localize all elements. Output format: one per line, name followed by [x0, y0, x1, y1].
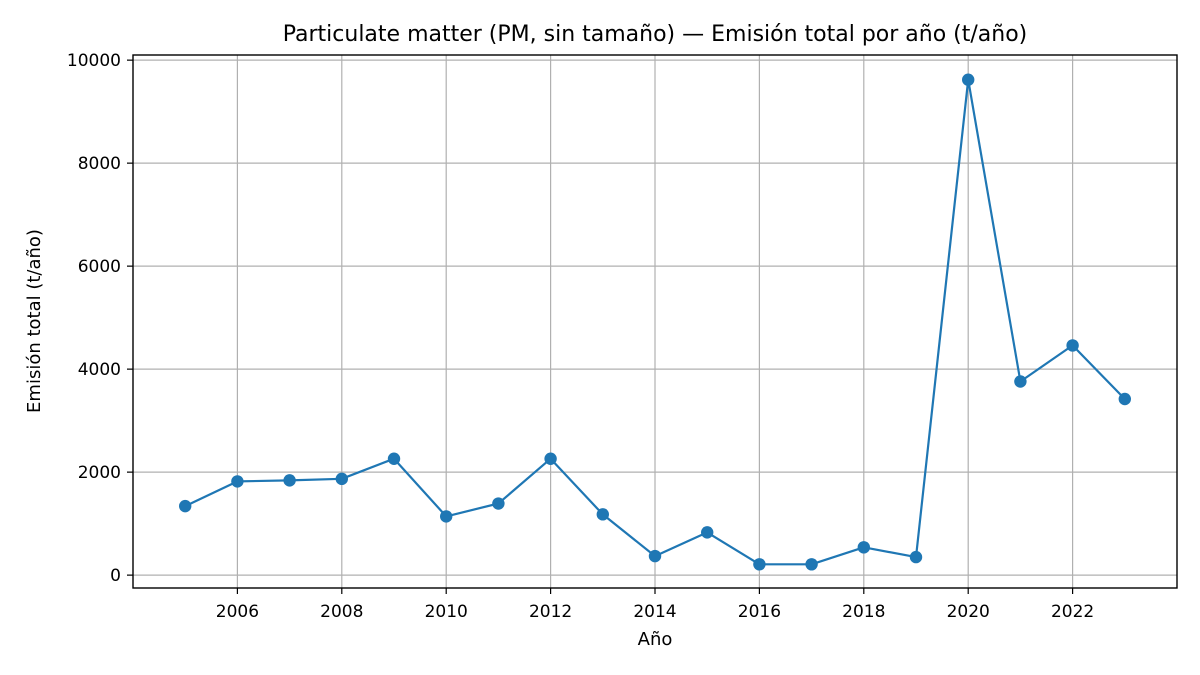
data-point: [596, 508, 609, 521]
x-tick-label: 2008: [320, 602, 363, 622]
data-point: [962, 73, 975, 86]
data-point: [1014, 375, 1027, 388]
y-axis-label: Emisión total (t/año): [24, 229, 45, 413]
data-point: [544, 452, 557, 465]
data-point: [335, 472, 348, 486]
y-tick-label: 6000: [78, 257, 121, 277]
grid-lines: [133, 55, 1177, 588]
y-tick-label: 2000: [78, 463, 121, 483]
x-tick-label: 2022: [1051, 602, 1094, 622]
axis-ticks: 2006 2008 2010 2012 2014 2016 2018 2020 2022 0 200…: [67, 51, 1094, 622]
data-point: [440, 510, 453, 523]
chart-title: Particulate matter (PM, sin tamaño) — Em…: [283, 22, 1028, 47]
x-tick-label: 2020: [947, 602, 990, 622]
data-point: [909, 550, 923, 564]
x-tick-label: 2006: [216, 602, 259, 622]
x-tick-label: 2018: [842, 602, 885, 622]
y-tick-label: 4000: [78, 360, 121, 380]
data-point: [753, 558, 766, 571]
x-tick-label: 2016: [738, 602, 781, 622]
data-point: [179, 499, 192, 513]
data-series: [179, 73, 1132, 571]
data-point: [701, 526, 714, 539]
data-point: [283, 474, 296, 487]
data-point: [1066, 339, 1079, 352]
data-point: [492, 497, 505, 510]
y-tick-label: 8000: [78, 154, 121, 174]
x-tick-label: 2014: [633, 602, 676, 622]
x-axis-label: Año: [638, 629, 673, 650]
data-point: [648, 549, 662, 563]
data-point: [805, 558, 818, 571]
y-tick-label: 10000: [67, 51, 121, 71]
data-point: [1118, 392, 1132, 406]
data-point: [387, 452, 401, 465]
data-point: [231, 475, 244, 488]
x-tick-label: 2010: [425, 602, 468, 622]
y-tick-label: 0: [110, 566, 121, 586]
data-point: [857, 541, 870, 554]
x-tick-label: 2012: [529, 602, 572, 622]
